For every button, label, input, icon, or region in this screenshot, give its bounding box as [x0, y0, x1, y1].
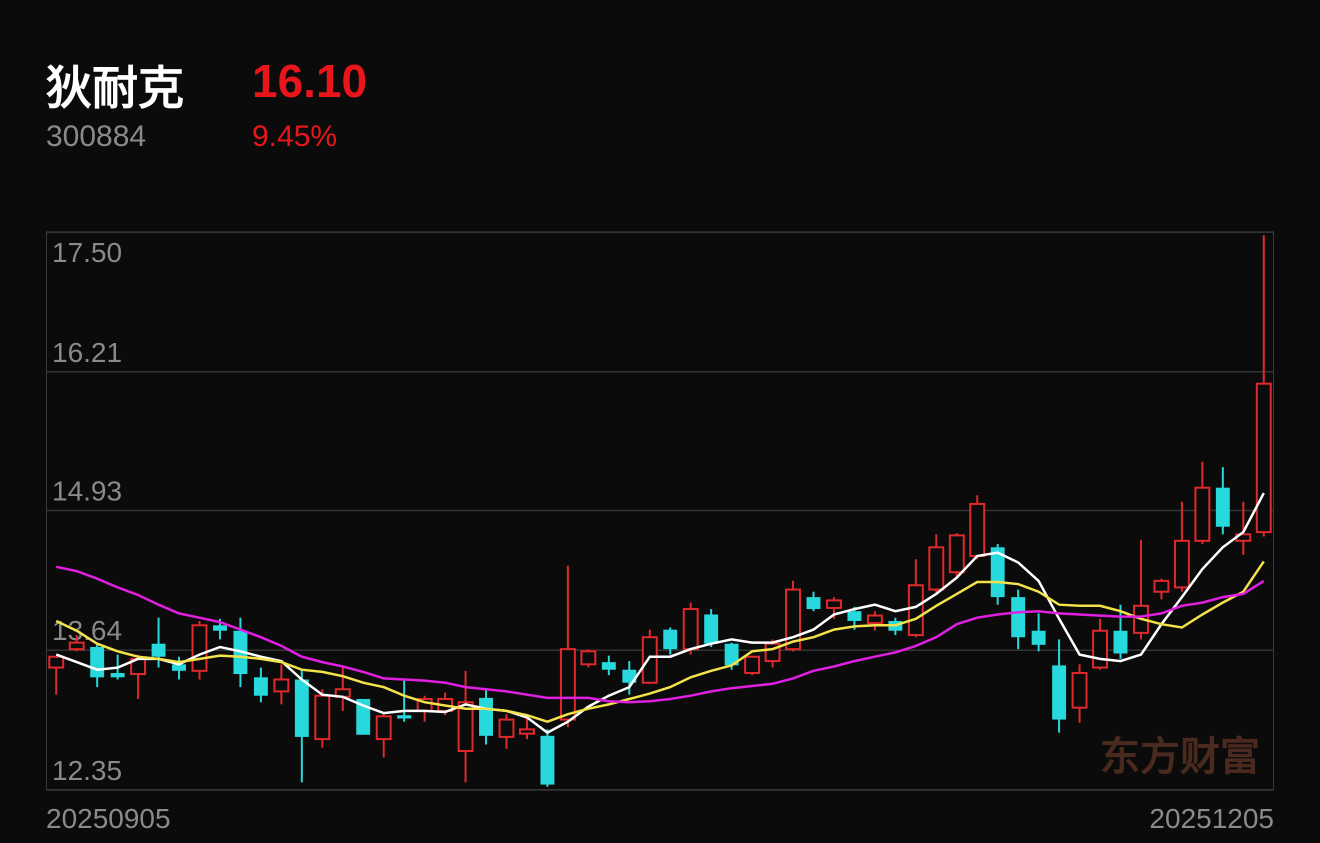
candle-body: [90, 646, 105, 678]
candle-body: [151, 643, 166, 657]
candle-body: [744, 655, 761, 674]
y-tick-label: 16.21: [52, 337, 122, 368]
candle-body: [928, 546, 945, 591]
candle-body: [294, 679, 309, 737]
candle-body: [191, 624, 208, 672]
candle-body: [907, 584, 924, 637]
candle-body: [457, 701, 474, 752]
candle-body: [1052, 665, 1067, 720]
y-tick-label: 13.64: [52, 615, 122, 646]
candle-body: [559, 648, 576, 721]
candle-body: [948, 534, 965, 574]
candle-body: [519, 728, 535, 735]
candle-body: [1031, 630, 1046, 645]
candle-body: [213, 625, 227, 631]
candle-body: [601, 662, 616, 670]
candle-body: [990, 547, 1005, 598]
moving-average-line: [55, 560, 1265, 724]
candle-body: [847, 611, 862, 621]
y-tick-label: 12.35: [52, 755, 122, 786]
candle-body: [682, 608, 699, 651]
candle-body: [1011, 597, 1026, 638]
candle-body: [498, 718, 515, 738]
candle-body: [1255, 382, 1272, 534]
candle-body: [479, 697, 493, 736]
candle-body: [540, 735, 555, 785]
candle-body: [68, 641, 85, 651]
candle-body: [826, 599, 842, 609]
candle-body: [724, 643, 739, 666]
candle-body: [375, 715, 392, 741]
candle-body: [1215, 487, 1230, 527]
stock-price: 16.10: [252, 55, 368, 107]
candle-body: [1092, 629, 1108, 669]
candle-body: [1194, 486, 1211, 542]
stock-change: 9.45%: [252, 120, 338, 153]
moving-average-line: [55, 492, 1265, 735]
candle-body: [785, 588, 801, 651]
candle-body: [172, 664, 186, 671]
candle-body: [580, 650, 597, 666]
stock-name: 狄耐克: [46, 62, 184, 114]
y-tick-label: 17.50: [52, 237, 122, 268]
moving-average-line: [55, 565, 1265, 704]
candle-body: [273, 678, 290, 693]
candle-body: [253, 677, 268, 696]
candle-body: [663, 629, 678, 650]
stock-code: 300884: [46, 120, 147, 153]
candle-body: [704, 614, 719, 644]
candle-body: [866, 614, 883, 625]
y-tick-label: 14.93: [52, 475, 122, 506]
candle-body: [314, 694, 331, 741]
candle-body: [110, 672, 125, 678]
x-tick-label: 20250905: [46, 803, 171, 834]
candle-body: [622, 669, 637, 683]
candle-body: [397, 715, 412, 719]
candle-body: [806, 597, 821, 610]
watermark: 东方财富: [1100, 735, 1260, 779]
candle-body: [1153, 579, 1170, 593]
candle-body: [1173, 539, 1190, 589]
candle-body: [1113, 630, 1128, 654]
candle-body: [48, 655, 65, 669]
candle-body: [641, 636, 658, 684]
x-tick-label: 20251205: [1149, 803, 1274, 834]
candle-body: [969, 502, 986, 557]
candle-body: [1071, 671, 1088, 709]
